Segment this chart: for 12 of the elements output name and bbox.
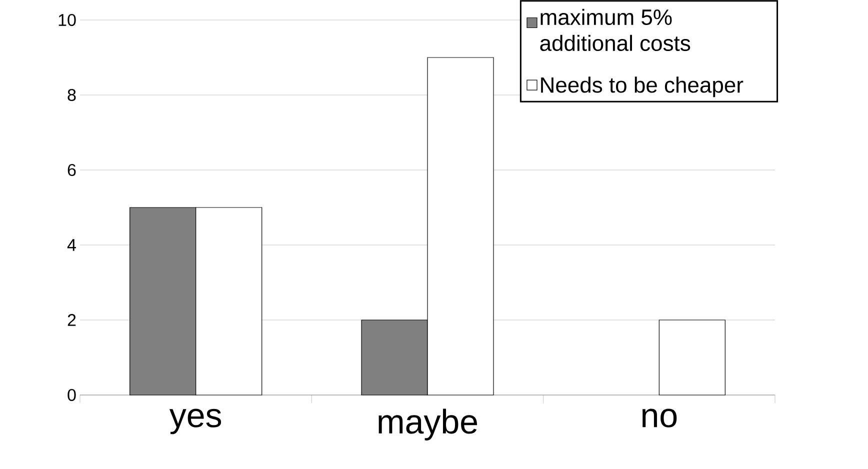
y-tick-label: 6	[68, 164, 76, 176]
bar	[658, 320, 726, 396]
x-tick-label: yes	[169, 408, 222, 434]
y-tick-label: 8	[68, 88, 76, 102]
y-tick-label: 2	[68, 314, 76, 326]
y-tick-label: 4	[67, 239, 76, 251]
x-tick-label: no	[642, 408, 677, 428]
legend-label: maximum 5% additional costs	[540, 8, 690, 52]
y-tick-label: 10	[58, 14, 76, 26]
x-tick-label: maybe	[378, 408, 477, 440]
legend-label: Needs to be cheaper	[541, 76, 744, 98]
y-tick-label: 0	[68, 388, 76, 402]
